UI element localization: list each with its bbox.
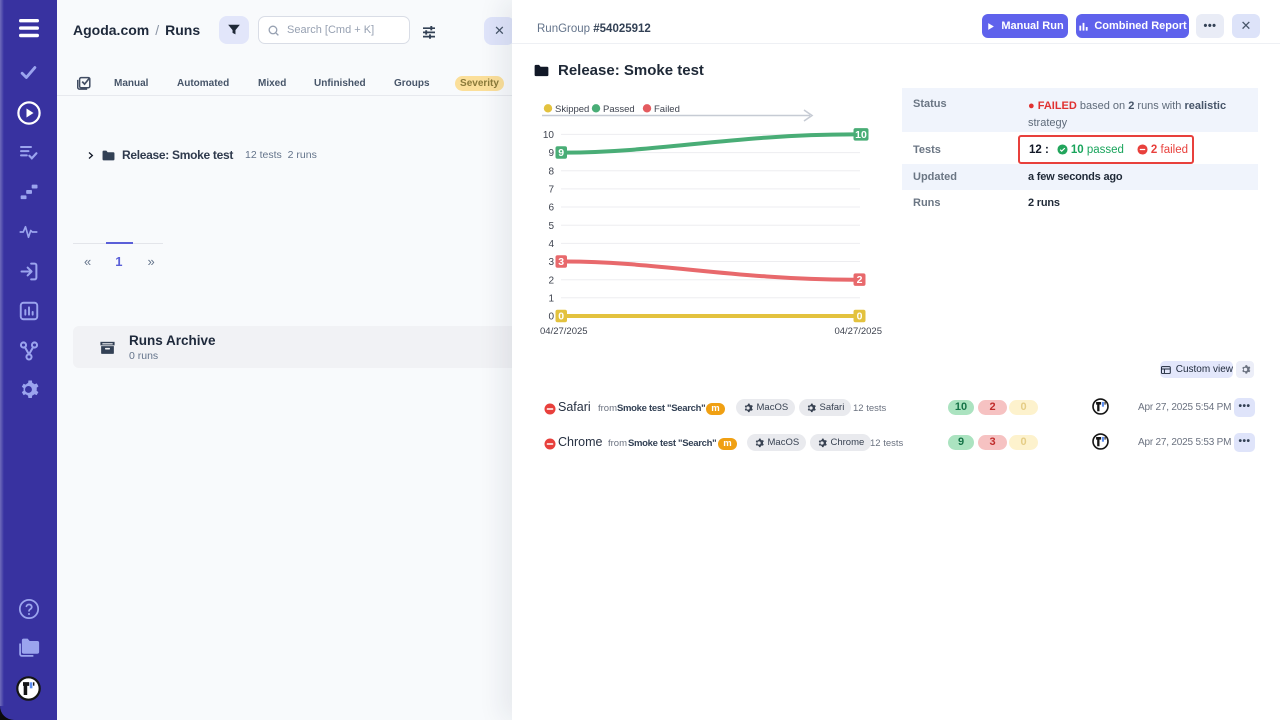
- svg-text:5: 5: [548, 221, 554, 232]
- svg-text:1: 1: [548, 293, 554, 304]
- svg-text:9: 9: [548, 148, 554, 159]
- svg-text:Failed: Failed: [654, 104, 680, 115]
- svg-text:2: 2: [857, 274, 863, 286]
- svg-text:0: 0: [548, 312, 554, 323]
- svg-text:3: 3: [558, 256, 564, 268]
- svg-text:Skipped: Skipped: [555, 104, 589, 115]
- svg-text:7: 7: [548, 185, 554, 196]
- svg-text:0: 0: [558, 310, 564, 322]
- svg-text:10: 10: [543, 130, 555, 141]
- svg-text:2: 2: [548, 275, 554, 286]
- svg-text:10: 10: [855, 129, 867, 141]
- svg-text:8: 8: [548, 166, 554, 177]
- svg-text:0: 0: [857, 310, 863, 322]
- svg-text:3: 3: [548, 257, 554, 268]
- svg-text:04/27/2025: 04/27/2025: [834, 326, 882, 337]
- svg-text:6: 6: [548, 203, 554, 214]
- svg-text:Passed: Passed: [603, 104, 635, 115]
- svg-text:04/27/2025: 04/27/2025: [540, 326, 588, 337]
- svg-text:4: 4: [548, 239, 554, 250]
- svg-text:9: 9: [558, 147, 564, 159]
